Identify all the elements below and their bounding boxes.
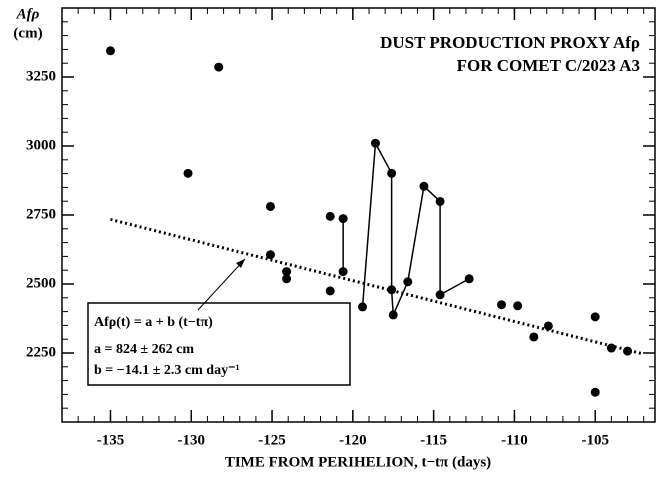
x-axis-label: TIME FROM PERIHELION, t−tπ (days) (225, 454, 491, 470)
chart-title: DUST PRODUCTION PROXY Afρ (380, 33, 640, 52)
x-tick-label: -135 (97, 432, 125, 448)
annotation-line: b = −14.1 ± 2.3 cm day⁻¹ (94, 363, 240, 378)
data-point (358, 302, 368, 312)
data-point (590, 312, 600, 322)
data-point (529, 332, 539, 342)
x-tick-label: -105 (581, 432, 609, 448)
data-point (105, 46, 115, 56)
data-point (606, 343, 616, 353)
data-point (387, 168, 397, 178)
x-tick-label: -130 (178, 432, 206, 448)
annotation-arrow (197, 258, 246, 311)
y-tick-label: 2250 (26, 344, 56, 360)
data-point (388, 310, 398, 320)
y-tick-label: 2750 (26, 206, 56, 222)
data-point (325, 211, 335, 221)
data-point (265, 250, 275, 260)
x-tick-label: -125 (258, 432, 286, 448)
data-point (387, 285, 397, 295)
data-point (464, 274, 474, 284)
data-point (419, 181, 429, 191)
y-tick-label: 2500 (26, 275, 56, 291)
annotation-line: a = 824 ± 262 cm (94, 342, 194, 357)
y-axis-unit: (cm) (13, 25, 42, 41)
data-point (214, 62, 224, 72)
annotation-box (87, 302, 351, 386)
data-point (403, 277, 413, 287)
data-point (338, 214, 348, 224)
x-tick-label: -120 (339, 432, 367, 448)
data-point (183, 168, 193, 178)
chart-subtitle: FOR COMET C/2023 A3 (457, 56, 640, 75)
data-point (325, 286, 335, 296)
fit-line (110, 217, 645, 356)
y-tick-label: 3250 (26, 68, 56, 84)
data-point (282, 267, 292, 277)
data-point (623, 346, 633, 356)
data-point (435, 290, 445, 300)
data-point (338, 267, 348, 277)
annotation-line: Afρ(t) = a + b (t−tπ) (94, 315, 213, 330)
y-axis-label: Afρ (16, 6, 40, 22)
data-point (513, 301, 523, 311)
data-point (265, 201, 275, 211)
data-point (435, 196, 445, 206)
x-tick-label: -115 (420, 432, 447, 448)
data-point (370, 138, 380, 148)
data-point (496, 300, 506, 310)
y-tick-label: 3000 (26, 137, 56, 153)
data-point (590, 387, 600, 397)
arrow-head (236, 259, 245, 268)
connector-line (361, 140, 470, 316)
x-tick-label: -110 (501, 432, 528, 448)
data-point (282, 274, 292, 284)
data-point (543, 321, 553, 331)
